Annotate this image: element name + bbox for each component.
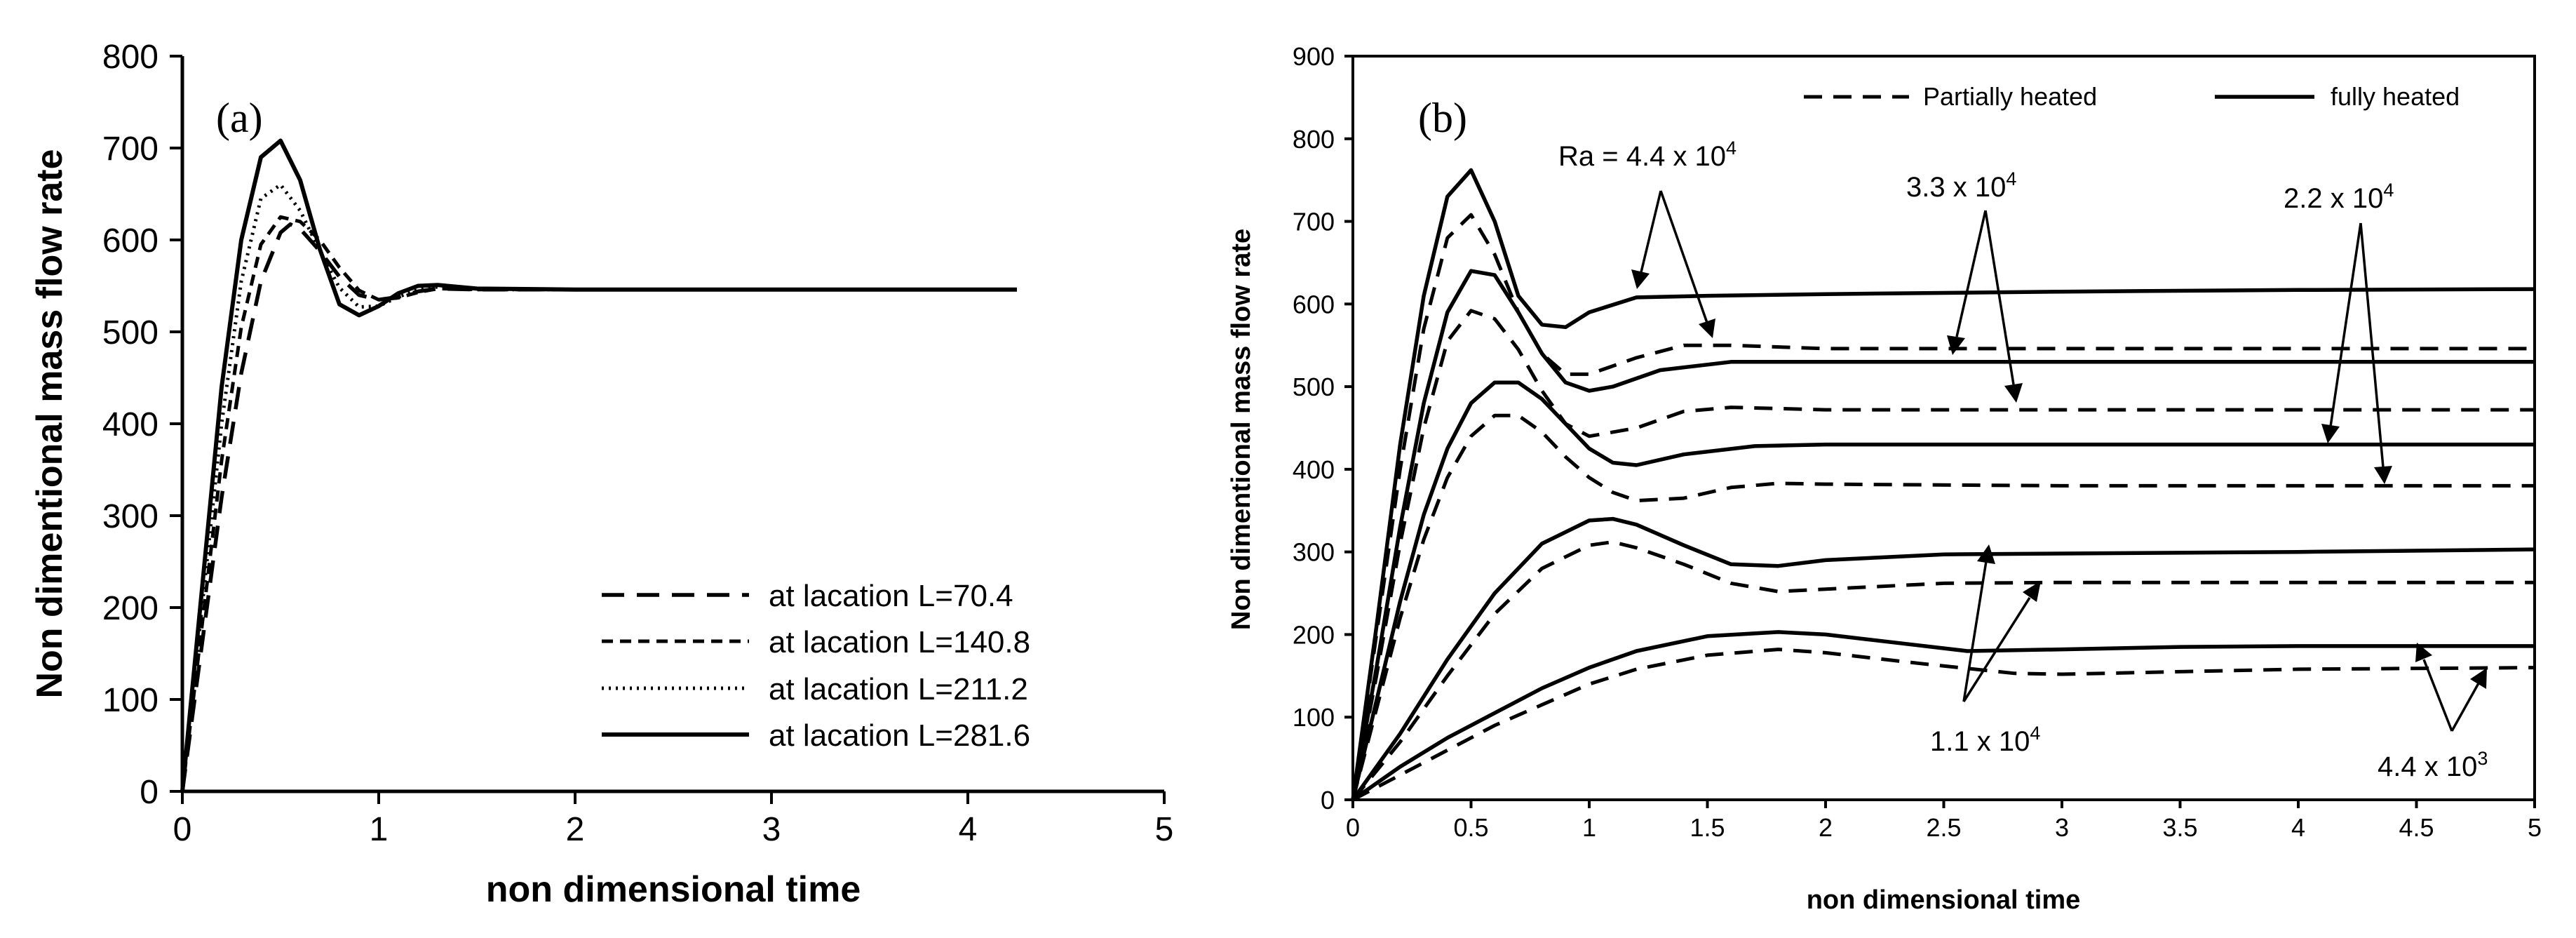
chart-panel-b: 0 100 200 300 400 500 600 700 800 900 0 0.5 1 1.5 2 2.5… [1227, 42, 2542, 915]
y-tick-label: 0 [1321, 786, 1335, 815]
x-tick-label: 4 [959, 811, 978, 848]
x-tick-label: 5 [2528, 813, 2542, 842]
annotation-arrows [1631, 190, 2487, 732]
panel-b-x-axis-title: non dimensional time [1807, 885, 2081, 915]
panel-a-ticks: 0 100 200 300 400 500 600 700 800 0 1 2 3 4 5 [102, 39, 1173, 848]
series-line-9 [1351, 648, 2535, 802]
legend-label-l140: at lacation L=140.8 [769, 625, 1030, 659]
series-line-2 [1351, 269, 2535, 800]
x-tick-label: 2 [566, 811, 585, 848]
annotation-ra-2-2e4: 2.2 x 104 [2284, 180, 2394, 214]
panel-a-label: (a) [216, 95, 263, 141]
panel-b-series [1351, 168, 2535, 802]
series-line-5 [1351, 413, 2535, 800]
series-line-6 [1351, 516, 2535, 801]
annotation-ra-1-1e4: 1.1 x 104 [1930, 723, 2040, 757]
y-tick-label: 300 [1293, 538, 1335, 567]
y-tick-label: 800 [102, 39, 159, 76]
x-tick-label: 1 [370, 811, 389, 848]
legend-label-l281: at lacation L=281.6 [769, 718, 1030, 753]
y-tick-label: 300 [102, 498, 159, 535]
annotation-ra-4-4e3: 4.4 x 103 [2378, 748, 2488, 782]
arrow-4-4e4-to-partial [1659, 190, 1715, 338]
series-line-0 [180, 222, 1017, 792]
legend-label-l211: at lacation L=211.2 [769, 672, 1028, 706]
y-tick-label: 900 [1293, 42, 1335, 71]
y-tick-label: 400 [102, 406, 159, 443]
arrow-1-1e4-to-partial [1962, 581, 2041, 702]
arrow-3-3e4-to-fully [1947, 210, 1987, 355]
panel-b-legend: Partially heated fully heated [1804, 82, 2460, 111]
x-tick-label: 0 [173, 811, 192, 848]
series-line-8 [1351, 630, 2535, 802]
panel-b-plot-frame [1351, 55, 2536, 801]
y-tick-label: 500 [1293, 373, 1335, 401]
chart-panel-a: 0 100 200 300 400 500 600 700 800 0 1 2 3 4 5 (a) non … [29, 39, 1173, 910]
series-line-3 [1351, 309, 2535, 800]
y-tick-label: 200 [102, 590, 159, 627]
panel-a-y-axis-title: Non dimentional mass flow rate [29, 149, 70, 698]
series-line-7 [1351, 540, 2535, 801]
x-tick-label: 1.5 [1690, 813, 1725, 842]
arrow-1-1e4-to-fully [1962, 544, 1995, 702]
arrow-2-2e4-to-fully [2321, 222, 2362, 443]
panel-a-legend: at lacation L=70.4 at lacation L=140.8 a… [602, 579, 1030, 753]
y-tick-label: 100 [102, 682, 159, 719]
series-line-1 [1351, 213, 2535, 800]
y-tick-label: 500 [102, 314, 159, 351]
legend-label-l70: at lacation L=70.4 [769, 579, 1013, 613]
arrow-4-4e4-to-fully [1631, 190, 1662, 289]
arrow-4-4e3-to-partial [2450, 668, 2487, 732]
series-line-1 [180, 215, 1017, 792]
x-tick-label: 3 [2055, 813, 2069, 842]
panel-a-series [180, 138, 1017, 792]
x-tick-label: 0.5 [1453, 813, 1488, 842]
annotation-ra-4-4e4: Ra = 4.4 x 104 [1558, 138, 1737, 172]
x-tick-label: 0 [1346, 813, 1360, 842]
panel-b-label: (b) [1418, 95, 1467, 141]
x-tick-label: 5 [1155, 811, 1174, 848]
y-tick-label: 0 [140, 774, 159, 811]
x-tick-label: 3 [762, 811, 781, 848]
y-tick-label: 400 [1293, 455, 1335, 484]
panel-a-x-axis-title: non dimensional time [486, 869, 861, 910]
y-tick-label: 600 [102, 222, 159, 260]
x-tick-label: 1 [1582, 813, 1596, 842]
panel-b-y-axis-title: Non dimentional mass flow rate [1227, 229, 1256, 630]
annotation-ra-3-3e4: 3.3 x 104 [1906, 168, 2016, 203]
arrow-2-2e4-to-partial [2359, 222, 2392, 484]
series-line-3 [180, 138, 1017, 792]
y-tick-label: 100 [1293, 703, 1335, 732]
legend-label-fully-heated: fully heated [2331, 82, 2460, 111]
y-tick-label: 700 [1293, 208, 1335, 236]
legend-label-partially-heated: Partially heated [1923, 82, 2097, 111]
series-line-4 [1351, 380, 2535, 800]
y-tick-label: 800 [1293, 125, 1335, 154]
series-line-0 [1351, 168, 2535, 800]
x-tick-label: 3.5 [2162, 813, 2197, 842]
y-tick-label: 200 [1293, 620, 1335, 649]
y-tick-label: 600 [1293, 290, 1335, 319]
x-tick-label: 2 [1819, 813, 1833, 842]
x-tick-label: 4 [2291, 813, 2305, 842]
y-tick-label: 700 [102, 130, 159, 168]
arrow-4-4e3-to-fully [2415, 643, 2453, 732]
panel-b-ticks: 0 100 200 300 400 500 600 700 800 900 0 0.5 1 1.5 2 2.5… [1293, 42, 2542, 842]
arrow-3-3e4-to-partial [1984, 210, 2023, 403]
x-tick-label: 2.5 [1926, 813, 1961, 842]
x-tick-label: 4.5 [2399, 813, 2434, 842]
